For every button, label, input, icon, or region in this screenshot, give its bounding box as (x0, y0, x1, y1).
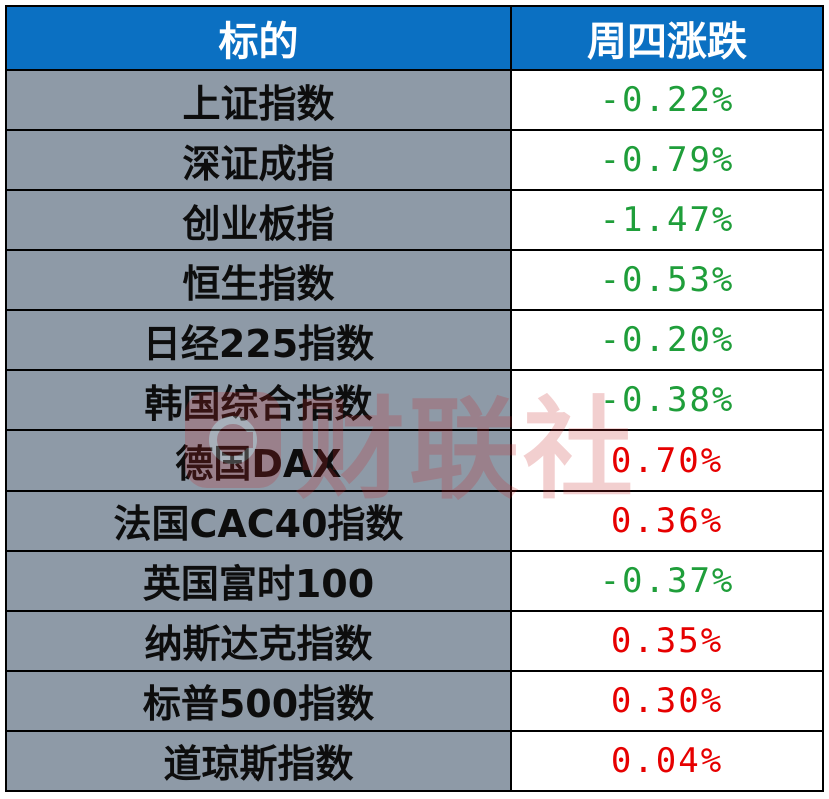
table-row: 上证指数 -0.22% (5, 68, 824, 132)
index-name: 道琼斯指数 (5, 729, 512, 793)
index-name: 上证指数 (5, 68, 512, 132)
index-name: 日经225指数 (5, 309, 512, 372)
index-name: 创业板指 (5, 189, 512, 252)
change-value: -0.22% (510, 68, 824, 132)
table-row: 英国富时100 -0.37% (5, 549, 824, 612)
table-row: 纳斯达克指数 0.35% (5, 609, 824, 672)
change-value: -0.38% (510, 369, 824, 432)
index-name: 恒生指数 (5, 249, 512, 312)
header-change: 周四涨跌 (510, 5, 824, 71)
index-name: 纳斯达克指数 (5, 609, 512, 672)
change-value: -1.47% (510, 189, 824, 252)
index-name: 英国富时100 (5, 549, 512, 612)
table-row: 恒生指数 -0.53% (5, 249, 824, 312)
change-value: -0.53% (510, 249, 824, 312)
table-row: 韩国综合指数 -0.38% (5, 369, 824, 432)
index-name: 标普500指数 (5, 669, 512, 732)
change-value: 0.04% (510, 729, 824, 793)
change-value: -0.20% (510, 309, 824, 372)
index-name: 韩国综合指数 (5, 369, 512, 432)
index-name: 德国DAX (5, 429, 512, 492)
index-name: 深证成指 (5, 129, 512, 192)
table-row: 深证成指 -0.79% (5, 129, 824, 192)
table-row: 标普500指数 0.30% (5, 669, 824, 732)
change-value: -0.37% (510, 549, 824, 612)
table-row: 法国CAC40指数 0.36% (5, 489, 824, 552)
change-value: 0.36% (510, 489, 824, 552)
header-name: 标的 (5, 5, 512, 71)
change-value: 0.35% (510, 609, 824, 672)
table-row: 德国DAX 0.70% (5, 429, 824, 492)
index-name: 法国CAC40指数 (5, 489, 512, 552)
change-value: -0.79% (510, 129, 824, 192)
header-row: 标的 周四涨跌 (5, 5, 824, 71)
table-row: 日经225指数 -0.20% (5, 309, 824, 372)
change-value: 0.30% (510, 669, 824, 732)
change-value: 0.70% (510, 429, 824, 492)
market-change-table: 标的 周四涨跌 上证指数 -0.22% 深证成指 -0.79% 创业板指 -1.47% 恒生… (5, 5, 824, 793)
table-row: 道琼斯指数 0.04% (5, 729, 824, 793)
table-row: 创业板指 -1.47% (5, 189, 824, 252)
